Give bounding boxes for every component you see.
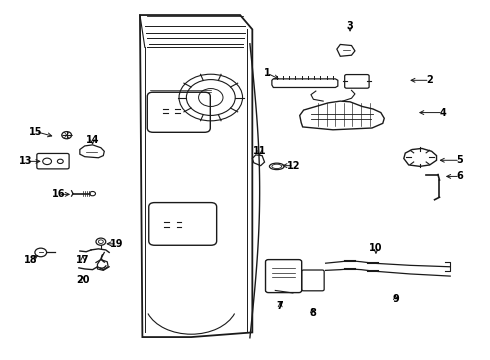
Text: 17: 17 [76, 255, 90, 265]
FancyArrowPatch shape [100, 266, 106, 268]
Text: 18: 18 [24, 255, 38, 265]
Text: 2: 2 [426, 75, 433, 85]
Text: 7: 7 [277, 301, 284, 311]
Text: 10: 10 [369, 243, 383, 253]
Text: 1: 1 [264, 68, 270, 78]
Text: 3: 3 [347, 21, 353, 31]
Text: 4: 4 [440, 108, 446, 118]
Text: 8: 8 [309, 308, 316, 318]
Text: 19: 19 [110, 239, 124, 249]
Text: 11: 11 [253, 145, 267, 156]
Text: 15: 15 [29, 127, 43, 136]
Text: 16: 16 [51, 189, 65, 199]
Text: 9: 9 [392, 294, 399, 304]
FancyArrowPatch shape [101, 255, 105, 262]
Text: 13: 13 [19, 156, 33, 166]
Text: 12: 12 [287, 161, 300, 171]
Text: 14: 14 [86, 135, 99, 145]
Text: 20: 20 [76, 275, 90, 285]
Text: 6: 6 [457, 171, 464, 181]
Text: 5: 5 [457, 155, 464, 165]
